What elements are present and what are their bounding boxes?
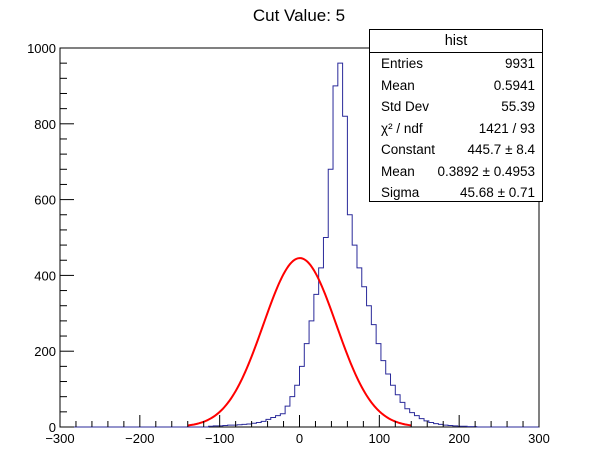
stats-row-label: Entries [381,56,424,71]
stats-rows: Entries 9931 Mean 0.5941 Std Dev 55.39 χ² / nd… [370,53,542,204]
stats-row: Constant 445.7 ± 8.4 [370,139,542,161]
y-tick-label: 800 [34,117,56,132]
x-tick-label: 200 [448,431,470,446]
stats-row-value: 0.3892 ± 0.4953 [437,163,536,179]
chart-title: Cut Value: 5 [252,6,346,25]
ticks: −300 −200 −100 0 100 200 300 0 200 400 600 800 1000 [27,41,550,446]
fit-curve [187,257,412,427]
x-tick-label: −100 [205,431,234,446]
stats-row-value: 55.39 [501,99,535,114]
stats-row-label: χ² / ndf [381,120,423,136]
y-tick-label: 600 [34,193,56,208]
y-tick-label: 0 [49,420,56,435]
stats-row: Mean 0.5941 [370,75,542,97]
stats-box: hist Entries 9931 Mean 0.5941 Std Dev 55.39 χ²… [369,29,543,202]
stats-row-value: 445.7 ± 8.4 [467,142,535,157]
gaussian-fit [187,257,412,427]
stats-row: Std Dev 55.39 [370,96,542,118]
stats-row: Sigma 45.68 ± 0.71 [370,182,542,204]
stats-box-title: hist [370,30,542,53]
x-tick-label: 0 [296,431,303,446]
stats-row-value: 45.68 ± 0.71 [460,185,535,200]
stats-row-value: 1421 / 93 [478,120,535,136]
y-tick-label: 400 [34,268,56,283]
y-tick-label: 1000 [27,41,56,56]
x-tick-label: 300 [528,431,550,446]
stats-row: Mean 0.3892 ± 0.4953 [370,161,542,183]
x-tick-label: −300 [45,431,74,446]
stats-row: χ² / ndf 1421 / 93 [370,118,542,140]
stats-row-label: Constant [381,142,436,157]
stats-row: Entries 9931 [370,53,542,75]
stats-row-label: Sigma [381,185,420,200]
x-tick-label: 100 [368,431,390,446]
x-tick-label: −200 [125,431,154,446]
y-tick-label: 200 [34,344,56,359]
stats-row-value: 0.5941 [493,77,535,93]
stats-row-value: 9931 [504,56,535,71]
stats-row-label: Std Dev [381,99,430,114]
stats-row-label: Mean [381,77,415,93]
stats-row-label: Mean [381,163,415,179]
